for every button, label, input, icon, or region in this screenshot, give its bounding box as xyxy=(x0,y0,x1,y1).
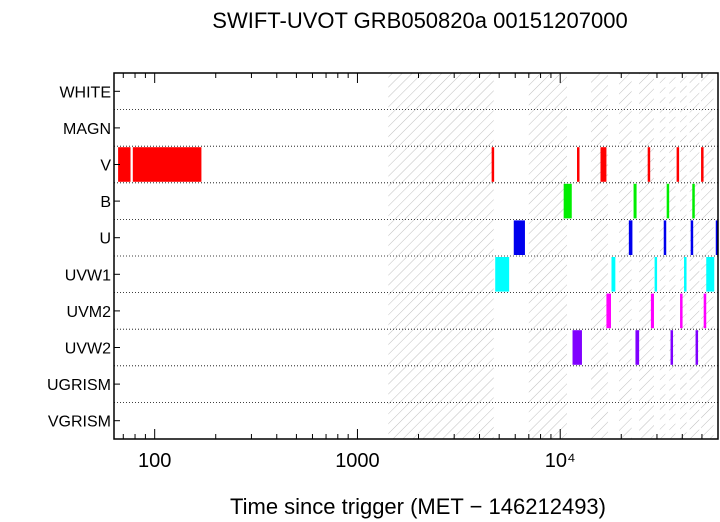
shaded-interval-9 xyxy=(701,73,714,439)
exposure-bar-uvw1-19 xyxy=(654,257,658,292)
exposure-bar-u-15 xyxy=(690,220,694,255)
exposure-bar-v-3 xyxy=(577,147,580,182)
x-axis-ticks: 100 1000 10⁴ xyxy=(122,73,719,472)
exposure-bar-uvw1-20 xyxy=(684,257,687,292)
exposure-bar-u-16 xyxy=(715,220,718,255)
x-tick-label-2: 10⁴ xyxy=(545,450,576,472)
exposure-bar-v-2 xyxy=(491,147,495,182)
shaded-interval-1 xyxy=(528,73,567,439)
exposure-bar-uvm2-22 xyxy=(606,293,611,329)
exposure-bar-uvw1-21 xyxy=(706,257,715,292)
shaded-interval-7 xyxy=(680,73,687,439)
exposure-bar-v-4 xyxy=(600,147,607,182)
shaded-interval-4 xyxy=(639,73,654,439)
shaded-interval-2 xyxy=(591,73,608,439)
shaded-interval-5 xyxy=(659,73,666,439)
plot-frame xyxy=(113,72,719,440)
exposure-bar-v-5 xyxy=(647,147,651,182)
exposure-bar-u-12 xyxy=(513,220,525,255)
exposure-bar-u-13 xyxy=(628,220,633,255)
x-tick-label-1: 1000 xyxy=(335,450,380,472)
y-tick-label-vgrism: VGRISM xyxy=(48,414,111,431)
shaded-interval-3 xyxy=(619,73,632,439)
exposure-bars xyxy=(118,147,718,365)
y-tick-label-uvw1: UVW1 xyxy=(65,267,111,284)
exposure-bar-b-8 xyxy=(563,183,572,219)
y-tick-label-v: V xyxy=(100,158,111,175)
exposure-bar-uvm2-25 xyxy=(703,293,707,329)
y-tick-label-ugrism: UGRISM xyxy=(47,377,111,394)
chart-title: SWIFT-UVOT GRB050820a 00151207000 xyxy=(212,8,627,33)
exposure-bar-b-10 xyxy=(666,183,670,219)
exposure-bar-uvw2-29 xyxy=(695,330,699,365)
exposure-bar-v-0 xyxy=(118,147,131,182)
exposure-bar-v-6 xyxy=(676,147,680,182)
exposure-bar-uvw1-18 xyxy=(611,257,616,292)
shaded-interval-8 xyxy=(689,73,700,439)
observation-gap-shading xyxy=(388,73,714,439)
exposure-bar-uvm2-24 xyxy=(680,293,683,329)
exposure-bar-uvw2-28 xyxy=(670,330,674,365)
exposure-bar-b-9 xyxy=(633,183,637,219)
y-tick-label-uvw2: UVW2 xyxy=(65,341,111,358)
exposure-bar-uvw1-17 xyxy=(495,257,510,292)
exposure-bar-u-14 xyxy=(663,220,667,255)
exposure-bar-uvm2-23 xyxy=(650,293,654,329)
y-axis-filter-labels: WHITE MAGN V B U UVW1 UVM2 UVW2 UGRISM VGRISM xyxy=(47,84,120,431)
x-tick-label-0: 100 xyxy=(138,450,171,472)
y-tick-label-magn: MAGN xyxy=(63,121,111,138)
x-axis-label: Time since trigger (MET − 146212493) xyxy=(230,494,606,519)
y-tick-label-white: WHITE xyxy=(59,84,111,101)
exposure-bar-v-7 xyxy=(701,147,704,182)
y-tick-label-uvm2: UVM2 xyxy=(67,304,112,321)
exposure-bar-v-1 xyxy=(132,147,202,182)
y-tick-label-b: B xyxy=(100,194,111,211)
exposure-bar-uvw2-27 xyxy=(635,330,640,365)
exposure-bar-b-11 xyxy=(692,183,695,219)
exposure-bar-uvw2-26 xyxy=(572,330,582,365)
y-tick-label-u: U xyxy=(99,231,111,248)
